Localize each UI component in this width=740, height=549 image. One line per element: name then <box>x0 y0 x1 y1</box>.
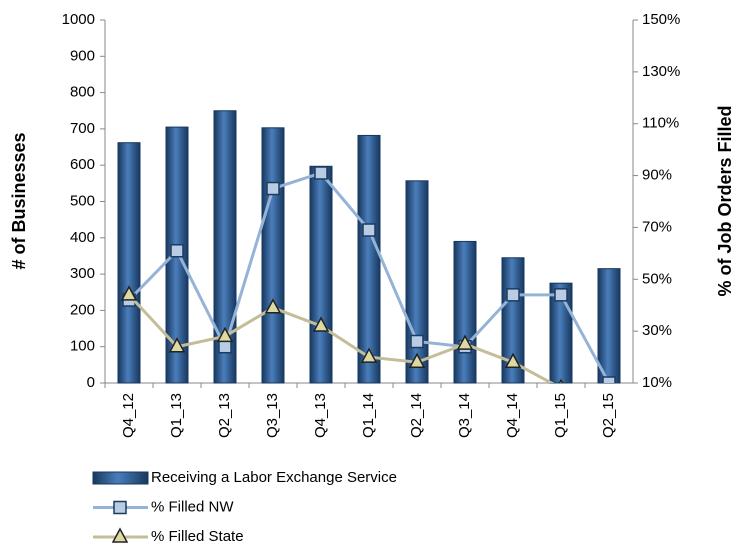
y-tick-label: 500 <box>70 192 95 209</box>
square-marker <box>362 223 376 237</box>
x-tick-label: Q2_13 <box>216 393 233 438</box>
x-tick-label: Q4_12 <box>120 393 137 438</box>
square-marker <box>602 376 616 383</box>
bar <box>309 165 333 384</box>
bar <box>357 134 381 384</box>
triangle-marker <box>216 326 234 343</box>
x-tick-label: Q1_15 <box>552 393 569 438</box>
y2-tick-label: 30% <box>642 322 672 339</box>
legend-label: % Filled NW <box>151 498 234 515</box>
bar <box>453 240 477 384</box>
x-tick-label: Q2_14 <box>408 393 425 438</box>
legend-swatch <box>92 471 149 485</box>
x-tick-label: Q2_15 <box>600 393 617 438</box>
x-tick-label: Q1_13 <box>168 393 185 438</box>
square-marker <box>506 288 520 302</box>
legend-marker <box>113 500 127 515</box>
triangle-marker <box>504 352 522 369</box>
y-tick-label: 600 <box>70 156 95 173</box>
triangle-marker <box>312 316 330 332</box>
square-marker <box>410 334 424 349</box>
y-axis-title: # of Businesses <box>9 132 29 269</box>
x-tick-label: Q3_14 <box>456 393 473 438</box>
y-tick-label: 900 <box>70 47 95 64</box>
y2-tick-label: 130% <box>642 63 680 80</box>
bar <box>213 110 237 384</box>
y2-tick-label: 150% <box>642 11 680 28</box>
y2-tick-label: 10% <box>642 374 672 391</box>
square-marker <box>266 181 280 196</box>
line <box>127 293 555 383</box>
bar <box>261 127 285 384</box>
y-tick-label: 400 <box>70 229 95 246</box>
x-tick-label: Q1_14 <box>360 393 377 438</box>
y-tick-label: 800 <box>70 84 95 101</box>
triangle-marker <box>168 337 186 353</box>
y2-tick-label: 70% <box>642 218 672 235</box>
legend-label: % Filled State <box>151 528 244 545</box>
bar <box>117 142 141 384</box>
bar <box>405 180 429 384</box>
triangle-marker <box>264 298 282 314</box>
y-tick-label: 300 <box>70 265 95 282</box>
square-marker <box>554 288 568 302</box>
square-marker <box>314 166 328 180</box>
y2-tick-label: 50% <box>642 270 672 287</box>
y2-tick-label: 90% <box>642 167 672 184</box>
square-marker <box>218 339 232 354</box>
legend-label: Receiving a Labor Exchange Service <box>151 469 397 486</box>
triangle-marker <box>360 347 378 363</box>
y-tick-label: 700 <box>70 120 95 137</box>
y2-tick-label: 110% <box>642 115 679 132</box>
y-tick-label: 1000 <box>62 11 95 28</box>
square-marker <box>170 244 184 258</box>
triangle-marker <box>558 378 564 383</box>
y2-axis-title: % of Job Orders Filled <box>715 105 735 296</box>
triangle-marker <box>456 334 474 350</box>
legend-marker <box>111 527 129 543</box>
plot-area <box>120 166 616 383</box>
x-tick-label: Q4_14 <box>504 393 521 438</box>
x-tick-label: Q3_13 <box>264 393 281 438</box>
x-tick-label: Q4_13 <box>312 393 329 438</box>
triangle-marker <box>408 352 426 369</box>
y-tick-label: 200 <box>70 301 95 318</box>
y-tick-label: 100 <box>70 338 95 355</box>
triangle-marker <box>120 285 138 301</box>
y-tick-label: 0 <box>87 374 95 391</box>
